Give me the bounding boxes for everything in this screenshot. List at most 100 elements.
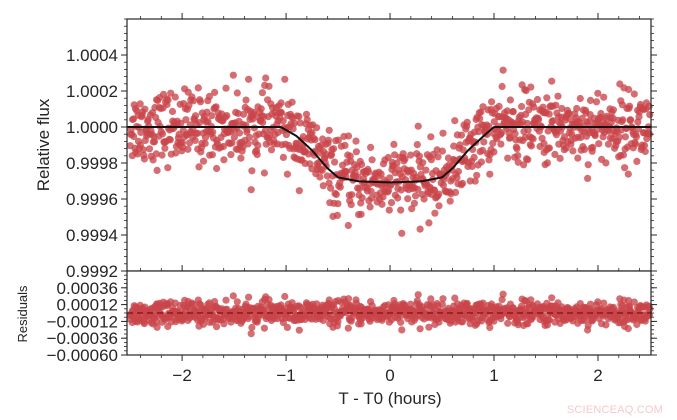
y-tick-label: 0.9994 — [66, 226, 118, 245]
flux-point — [196, 98, 205, 106]
flux-point — [529, 135, 537, 143]
residual-point — [463, 299, 471, 307]
flux-point — [295, 187, 303, 195]
flux-point — [368, 156, 376, 164]
flux-point — [245, 133, 253, 141]
residual-point — [504, 319, 512, 327]
flux-point — [435, 202, 443, 210]
residual-point — [295, 326, 303, 334]
flux-point — [486, 170, 494, 178]
x-tick-label: 0 — [385, 366, 394, 385]
flux-point — [277, 99, 285, 107]
flux-point — [595, 140, 603, 148]
flux-point — [549, 117, 557, 125]
flux-point — [626, 116, 635, 124]
flux-point — [233, 89, 241, 97]
flux-point — [408, 205, 416, 213]
flux-point — [602, 159, 610, 167]
flux-point — [242, 96, 250, 104]
residual-point — [586, 300, 595, 308]
residual-point — [233, 298, 241, 306]
flux-point — [209, 128, 217, 136]
flux-point — [333, 211, 341, 219]
flux-point — [387, 199, 396, 207]
flux-point — [569, 147, 577, 155]
flux-point — [398, 229, 406, 237]
flux-point — [543, 94, 551, 102]
flux-point — [439, 129, 447, 137]
flux-point — [201, 133, 210, 142]
flux-point — [457, 131, 466, 139]
flux-point — [524, 126, 532, 134]
flux-point — [551, 150, 559, 158]
flux-point — [451, 188, 460, 196]
flux-point — [552, 101, 560, 109]
flux-point — [260, 169, 268, 177]
flux-point — [158, 130, 167, 138]
flux-point — [619, 151, 628, 159]
flux-point — [485, 122, 493, 130]
flux-point — [556, 154, 564, 162]
flux-point — [279, 153, 287, 161]
flux-point — [427, 133, 435, 141]
flux-point — [438, 147, 446, 155]
flux-point — [625, 102, 634, 110]
flux-point — [352, 148, 360, 156]
flux-point — [139, 146, 147, 154]
flux-point — [250, 108, 258, 116]
flux-point — [344, 132, 353, 140]
flux-point — [543, 159, 552, 167]
flux-point — [518, 102, 526, 111]
flux-point — [130, 132, 138, 141]
flux-point — [384, 153, 392, 162]
flux-point — [153, 166, 161, 174]
flux-point — [164, 164, 172, 172]
flux-point — [164, 96, 172, 104]
residual-point — [527, 296, 535, 304]
flux-point — [498, 82, 506, 91]
flux-point — [425, 219, 433, 227]
residual-point — [427, 295, 435, 303]
residual-point — [439, 295, 447, 303]
flux-point — [367, 187, 375, 195]
residual-point — [498, 296, 506, 304]
residual-point — [152, 318, 160, 326]
flux-point — [191, 136, 199, 144]
flux-point — [578, 114, 586, 122]
flux-point — [646, 111, 654, 119]
flux-point — [386, 174, 394, 182]
flux-point — [308, 165, 316, 173]
y-tick-label: 1.0000 — [66, 118, 118, 137]
flux-point — [513, 145, 521, 153]
flux-point — [166, 136, 174, 144]
residual-point — [325, 296, 333, 304]
flux-point — [435, 190, 443, 198]
flux-point — [533, 95, 542, 104]
residual-point — [416, 325, 424, 333]
flux-point — [387, 181, 395, 189]
flux-point — [319, 182, 327, 190]
residual-point — [548, 294, 556, 302]
flux-point — [524, 156, 532, 164]
flux-point — [211, 88, 219, 96]
residual-point — [624, 325, 632, 333]
residual-point — [265, 296, 273, 304]
flux-point — [523, 119, 531, 128]
flux-point — [308, 129, 316, 137]
flux-point — [213, 164, 221, 173]
flux-point — [527, 83, 535, 91]
residual-point — [283, 323, 291, 331]
flux-point — [414, 122, 422, 130]
residual-point — [458, 318, 467, 326]
residual-point — [646, 305, 654, 313]
flux-point — [168, 107, 177, 116]
residual-point — [357, 320, 365, 328]
residual-point — [222, 296, 230, 304]
flux-point — [267, 146, 276, 154]
flux-point — [489, 139, 497, 147]
flux-point — [434, 153, 442, 161]
residual-point — [425, 323, 433, 331]
flux-point — [234, 109, 242, 118]
flux-point — [591, 132, 599, 140]
